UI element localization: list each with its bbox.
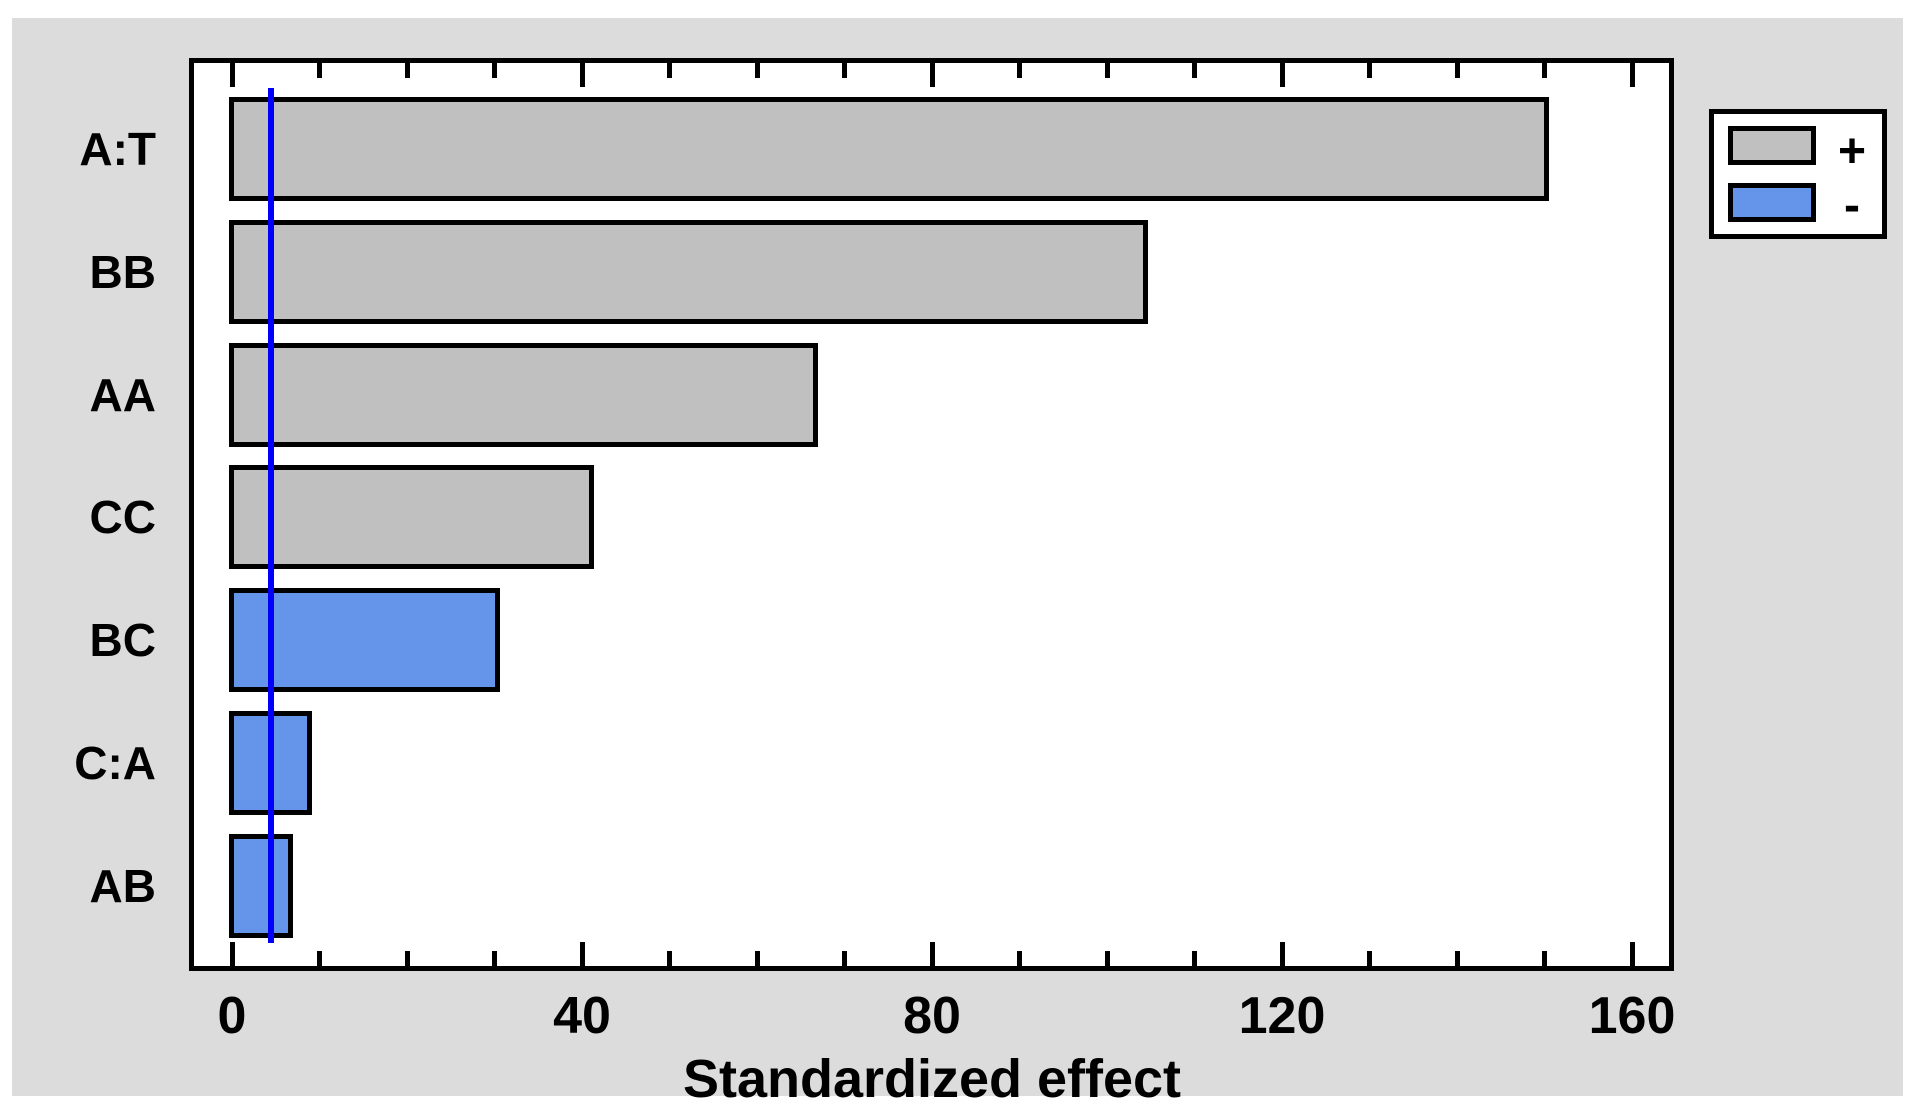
reference-line [268, 88, 275, 943]
x-tick-bottom-40 [579, 942, 585, 966]
x-tick-bottom-110 [1192, 951, 1197, 966]
x-tick-bottom-130 [1367, 951, 1372, 966]
bar-CC [229, 465, 594, 570]
x-tick-bottom-60 [754, 951, 760, 966]
bar-AB [229, 833, 293, 938]
x-tick-bottom-90 [1017, 951, 1022, 966]
x-tick-top-140 [1454, 63, 1460, 78]
legend-positive-swatch [1728, 126, 1816, 165]
x-tick-top-150 [1542, 63, 1547, 78]
x-tick-top-0 [229, 63, 235, 87]
x-tick-bottom-100 [1104, 951, 1110, 966]
x-tick-bottom-10 [317, 951, 322, 966]
legend-negative-swatch [1728, 183, 1816, 222]
x-tick-bottom-0 [229, 942, 235, 966]
category-label-A:T: A:T [79, 123, 156, 175]
x-tick-top-60 [754, 63, 760, 78]
legend-positive-label: + [1837, 125, 1867, 178]
x-tick-bottom-80 [929, 942, 935, 966]
x-tick-top-80 [929, 63, 935, 87]
x-tick-top-70 [842, 63, 847, 78]
x-tick-top-50 [667, 63, 672, 78]
x-tick-bottom-160 [1629, 942, 1635, 966]
category-label-CC: CC [89, 491, 156, 544]
x-tick-top-120 [1279, 63, 1285, 87]
x-tick-top-90 [1017, 63, 1022, 78]
x-tick-top-160 [1629, 63, 1635, 87]
x-tick-top-30 [492, 63, 497, 78]
x-tick-top-20 [404, 63, 410, 78]
category-label-C:A: C:A [74, 737, 156, 789]
x-tick-bottom-120 [1279, 942, 1285, 966]
x-tick-top-100 [1104, 63, 1110, 78]
bar-A:T [229, 97, 1550, 201]
x-tick-label-160: 160 [1588, 987, 1676, 1045]
x-tick-bottom-30 [492, 951, 497, 966]
x-tick-bottom-20 [404, 951, 410, 966]
x-tick-bottom-50 [667, 951, 672, 966]
category-label-BB: BB [89, 245, 156, 298]
x-tick-label-80: 80 [903, 987, 961, 1045]
category-label-BC: BC [89, 614, 156, 667]
x-tick-label-40: 40 [553, 987, 611, 1045]
x-tick-top-130 [1367, 63, 1372, 78]
x-axis-title: Standardized effect [682, 1049, 1182, 1109]
chart-panel: 0 40 80 120 160 A:T BB AA CC BC C:A AB Standardized… [12, 18, 1903, 1107]
bar-AA [229, 342, 818, 447]
category-label-AA: AA [89, 368, 156, 421]
x-tick-bottom-150 [1542, 951, 1547, 966]
legend-negative-label: - [1844, 179, 1860, 232]
category-label-AB: AB [89, 859, 156, 912]
x-tick-top-110 [1192, 63, 1197, 78]
x-tick-top-10 [317, 63, 322, 78]
x-tick-label-0: 0 [217, 987, 247, 1045]
x-tick-label-120: 120 [1238, 987, 1326, 1045]
x-tick-bottom-70 [842, 951, 847, 966]
x-tick-bottom-140 [1454, 951, 1460, 966]
legend-box: + - [1709, 109, 1887, 239]
x-tick-top-40 [579, 63, 585, 87]
bar-BB [229, 219, 1149, 324]
